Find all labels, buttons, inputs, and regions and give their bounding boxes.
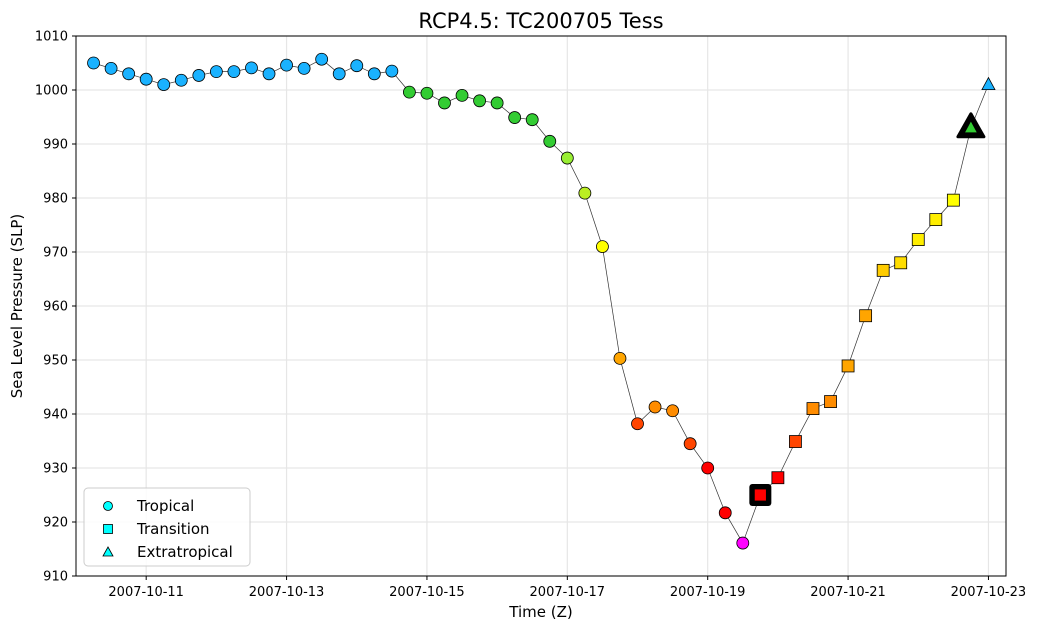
- tropical-point: [280, 58, 293, 72]
- transition-point: [859, 309, 873, 323]
- tropical-point: [192, 69, 206, 82]
- tropical-point: [613, 351, 627, 365]
- tropical-point: [736, 536, 750, 550]
- transition-point: [806, 402, 820, 416]
- legend-tropical-marker: [103, 501, 113, 511]
- tropical-point: [157, 78, 171, 91]
- legend-tropical-label: Tropical: [136, 497, 194, 515]
- tropical-point: [385, 64, 399, 78]
- transition-point: [824, 395, 837, 408]
- tropical-point: [402, 85, 416, 99]
- legend: Tropical Transition Extratropical: [83, 487, 251, 567]
- tropical-point: [87, 56, 100, 70]
- x-tick-label: 2007-10-23: [951, 585, 1027, 600]
- tropical-point: [438, 96, 451, 110]
- y-tick-label: 990: [43, 138, 68, 153]
- transition-point: [753, 488, 767, 502]
- y-tick-label: 980: [43, 192, 68, 207]
- legend-box: [83, 487, 251, 567]
- y-tick-label: 960: [43, 300, 68, 315]
- tropical-point: [297, 62, 311, 75]
- transition-point: [771, 471, 785, 485]
- transition-point: [894, 256, 908, 270]
- tropical-point: [701, 461, 715, 475]
- legend-extratropical-marker: [102, 546, 114, 557]
- tropical-point: [209, 65, 223, 79]
- tropical-point: [560, 151, 574, 165]
- tropical-point: [139, 72, 153, 86]
- tropical-point: [631, 417, 644, 431]
- track-line: [93, 58, 989, 544]
- y-tick-label: 910: [43, 570, 68, 585]
- tropical-point: [596, 240, 609, 254]
- x-tick-label: 2007-10-15: [389, 585, 465, 600]
- extratropical-point: [963, 119, 979, 134]
- track-polyline: [93, 58, 989, 544]
- x-tick-label: 2007-10-17: [530, 585, 606, 600]
- tropical-point: [508, 111, 522, 124]
- tropical-point: [245, 61, 258, 75]
- tropical-point: [455, 89, 469, 102]
- y-axis-ticks: 910 920 930 940 950 960 970 980 990 1000 1010: [35, 30, 76, 585]
- transition-point: [946, 193, 960, 207]
- x-tick-label: 2007-10-11: [108, 585, 184, 600]
- transition-point: [841, 359, 855, 373]
- tropical-point: [718, 506, 732, 520]
- legend-extratropical-label: Extratropical: [137, 543, 233, 561]
- extratropical-point: [981, 76, 996, 90]
- legend-transition-marker: [103, 524, 113, 534]
- chart-title: RCP4.5: TC200705 Tess: [418, 9, 663, 33]
- y-tick-label: 930: [43, 462, 68, 477]
- x-axis-ticks: 2007-10-11 2007-10-13 2007-10-15 2007-10-17…: [108, 576, 1026, 600]
- y-tick-label: 950: [43, 354, 68, 369]
- transition-point: [929, 213, 943, 227]
- data-points: [87, 52, 996, 550]
- transition-point: [789, 435, 802, 448]
- transition-point: [911, 233, 925, 246]
- tropical-point: [473, 94, 486, 108]
- tropical-point: [420, 86, 434, 100]
- tropical-point: [543, 134, 557, 148]
- tropical-point: [490, 96, 504, 110]
- x-tick-label: 2007-10-21: [810, 585, 886, 600]
- y-tick-label: 1000: [35, 84, 68, 99]
- tropical-point: [648, 400, 662, 414]
- x-tick-label: 2007-10-13: [249, 585, 325, 600]
- x-tick-label: 2007-10-19: [670, 585, 746, 600]
- tropical-point: [262, 67, 276, 81]
- tropical-point: [227, 65, 241, 79]
- tropical-point: [104, 62, 118, 75]
- y-tick-label: 970: [43, 246, 68, 261]
- tropical-point: [174, 73, 188, 87]
- y-axis-label: Sea Level Pressure (SLP): [8, 214, 26, 399]
- tropical-point: [350, 59, 364, 73]
- x-axis-label: Time (Z): [508, 603, 572, 621]
- tropical-point: [525, 113, 539, 127]
- transition-point: [876, 263, 890, 277]
- y-tick-label: 920: [43, 516, 68, 531]
- legend-transition-label: Transition: [136, 520, 210, 538]
- tropical-point: [332, 67, 346, 81]
- tropical-point: [315, 52, 329, 66]
- tropical-point: [122, 67, 136, 81]
- tropical-point: [683, 437, 697, 451]
- tropical-point: [367, 67, 381, 81]
- y-tick-label: 940: [43, 408, 68, 423]
- tropical-point: [666, 404, 680, 418]
- y-tick-label: 1010: [35, 30, 68, 45]
- tropical-point: [578, 186, 592, 200]
